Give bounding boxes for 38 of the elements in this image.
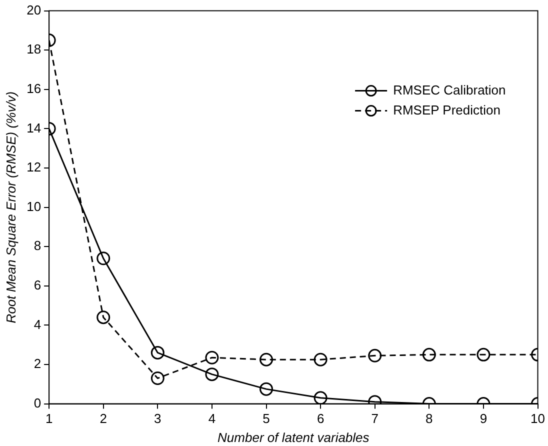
y-tick-label: 8 bbox=[34, 238, 42, 254]
y-tick-label: 10 bbox=[26, 198, 42, 214]
y-tick-label: 18 bbox=[26, 42, 42, 57]
point bbox=[96, 310, 110, 324]
point bbox=[314, 391, 328, 404]
x-tick-label: 2 bbox=[100, 411, 107, 426]
y-tick-label: 12 bbox=[26, 160, 42, 175]
point bbox=[150, 372, 164, 386]
point bbox=[150, 346, 164, 360]
y-tick-label: 16 bbox=[26, 80, 42, 96]
x-tick-label: 3 bbox=[154, 411, 162, 426]
x-tick-label: 6 bbox=[316, 411, 324, 426]
point bbox=[260, 352, 274, 366]
point bbox=[96, 252, 110, 266]
legend-label: RMSEC Calibration bbox=[393, 82, 506, 98]
point bbox=[205, 368, 219, 382]
y-tick-label: 6 bbox=[34, 277, 42, 292]
y-tick-label: 4 bbox=[34, 316, 42, 332]
x-tick-label: 7 bbox=[371, 411, 378, 426]
x-tick-label: 10 bbox=[530, 411, 546, 426]
legend-label: RMSEP Prediction bbox=[393, 102, 500, 118]
y-tick-label: 20 bbox=[26, 2, 42, 18]
x-tick-label: 9 bbox=[480, 411, 488, 426]
y-axis-title: Root Mean Square Error (RMSE) (%v/v) bbox=[3, 91, 18, 324]
y-tick-label: 0 bbox=[34, 395, 42, 410]
x-tick-label: 1 bbox=[45, 411, 53, 426]
point bbox=[476, 348, 490, 362]
y-tick-label: 2 bbox=[34, 356, 42, 372]
x-tick-label: 8 bbox=[426, 411, 433, 426]
y-tick-label: 14 bbox=[26, 120, 42, 136]
point bbox=[260, 382, 274, 396]
point bbox=[368, 348, 382, 362]
point bbox=[205, 350, 219, 364]
point bbox=[422, 348, 436, 362]
x-axis-title: Number of latent variables bbox=[218, 430, 370, 445]
point bbox=[314, 352, 328, 366]
x-tick-label: 5 bbox=[262, 411, 270, 426]
x-tick-label: 4 bbox=[208, 411, 216, 426]
